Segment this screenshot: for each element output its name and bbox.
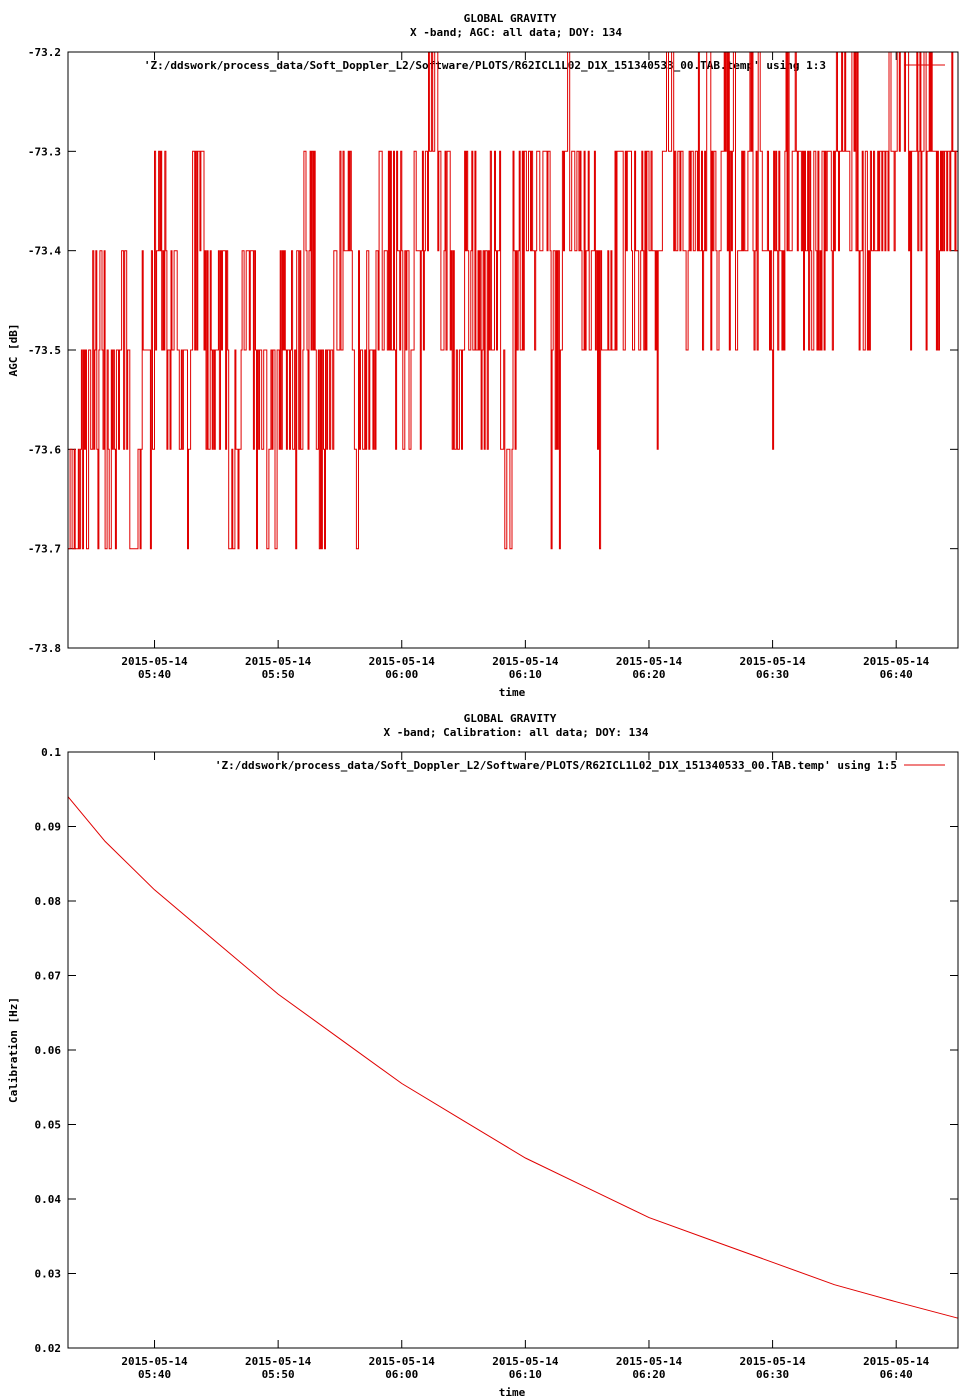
calibration-x-tick-date: 2015-05-14 [616,1355,683,1368]
agc-x-tick-date: 2015-05-14 [245,655,312,668]
agc-series-line [68,51,959,648]
agc-x-axis-label: time [499,686,526,699]
calibration-x-tick-time: 06:10 [509,1368,542,1381]
calibration-y-tick-label: 0.07 [35,970,62,983]
calibration-x-tick-time: 06:30 [756,1368,789,1381]
calibration-x-tick-time: 05:50 [262,1368,295,1381]
calibration-x-tick-date: 2015-05-14 [121,1355,188,1368]
calibration-chart-title: GLOBAL GRAVITY [464,712,557,725]
agc-x-tick-time: 06:00 [385,668,418,681]
calibration-y-tick-label: 0.03 [35,1268,62,1281]
calibration-y-tick-label: 0.05 [35,1119,62,1132]
calibration-chart-subtitle: X -band; Calibration: all data; DOY: 134 [384,726,649,739]
calibration-y-tick-label: 0.04 [35,1193,62,1206]
calibration-y-tick-label: 0.02 [35,1342,62,1355]
calibration-x-axis-label: time [499,1386,526,1399]
agc-chart: GLOBAL GRAVITY X -band; AGC: all data; D… [7,12,959,699]
calibration-x-tick-date: 2015-05-14 [245,1355,312,1368]
agc-x-tick-time: 06:10 [509,668,542,681]
agc-y-axis-label: AGC [dB] [7,324,20,377]
calibration-x-tick-time: 06:40 [880,1368,913,1381]
calibration-x-tick-date: 2015-05-14 [739,1355,806,1368]
agc-x-tick-date: 2015-05-14 [739,655,806,668]
calibration-y-tick-label: 0.09 [35,821,62,834]
agc-x-tick-date: 2015-05-14 [121,655,188,668]
agc-x-tick-date: 2015-05-14 [863,655,930,668]
calibration-y-tick-label: 0.06 [35,1044,62,1057]
agc-chart-subtitle: X -band; AGC: all data; DOY: 134 [410,26,622,39]
agc-x-tick-time: 05:50 [262,668,295,681]
agc-x-tick-time: 06:40 [880,668,913,681]
agc-y-tick-label: -73.5 [28,344,61,357]
agc-y-tick-label: -73.4 [28,245,61,258]
agc-legend-label: 'Z:/ddswork/process_data/Soft_Doppler_L2… [144,59,826,72]
calibration-plot-frame [67,751,959,1349]
agc-x-tick-time: 06:20 [632,668,665,681]
calibration-x-tick-date: 2015-05-14 [492,1355,559,1368]
agc-x-tick-date: 2015-05-14 [369,655,436,668]
agc-y-tick-label: -73.8 [28,642,61,655]
agc-x-tick-time: 05:40 [138,668,171,681]
agc-y-tick-label: -73.3 [28,145,61,158]
agc-y-tick-label: -73.7 [28,543,61,556]
calibration-x-tick-time: 06:00 [385,1368,418,1381]
calibration-x-tick-time: 06:20 [632,1368,665,1381]
agc-plot-area [68,51,959,648]
calibration-x-tick-time: 05:40 [138,1368,171,1381]
calibration-y-tick-label: 0.08 [35,895,62,908]
agc-chart-title: GLOBAL GRAVITY [464,12,557,25]
agc-x-tick-date: 2015-05-14 [616,655,683,668]
agc-x-tick-time: 06:30 [756,668,789,681]
calibration-series-line [67,796,959,1319]
calibration-chart: GLOBAL GRAVITY X -band; Calibration: all… [7,712,959,1399]
calibration-x-tick-date: 2015-05-14 [863,1355,930,1368]
calibration-y-tick-label: 0.1 [41,746,61,759]
agc-plot-frame [67,51,959,649]
calibration-legend-label: 'Z:/ddswork/process_data/Soft_Doppler_L2… [215,759,897,772]
calibration-x-tick-date: 2015-05-14 [369,1355,436,1368]
agc-y-tick-label: -73.6 [28,443,61,456]
agc-ticks: -73.2 -73.3 -73.4 -73.5 -73.6 -73.7 -73.8 2015-… [28,46,958,681]
calibration-ticks: 0.1 0.09 0.08 0.07 0.06 0.05 0.04 0.03 0.02 2015-… [35,746,958,1381]
calibration-plot-area [67,796,959,1319]
calibration-y-axis-label: Calibration [Hz] [7,997,20,1103]
agc-y-tick-label: -73.2 [28,46,61,59]
agc-x-tick-date: 2015-05-14 [492,655,559,668]
